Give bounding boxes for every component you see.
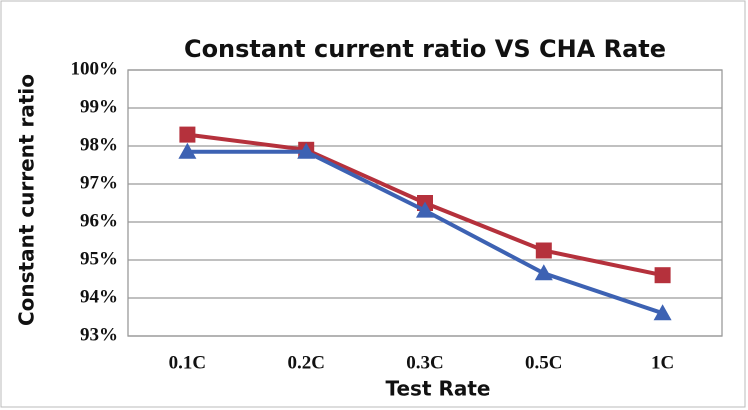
y-tick-label: 100%: [71, 58, 119, 79]
y-tick-label: 96%: [80, 210, 118, 231]
x-tick-label: 0.2C: [287, 352, 324, 373]
y-tick-label: 94%: [80, 286, 118, 307]
x-axis-label: Test Rate: [386, 377, 491, 401]
marker: [179, 126, 196, 143]
y-tick-label: 98%: [80, 134, 118, 155]
y-tick-label: 93%: [80, 324, 118, 345]
x-tick-label: 0.5C: [525, 352, 562, 373]
marker: [534, 264, 553, 281]
marker: [416, 201, 434, 218]
x-tick-label: 1C: [651, 352, 674, 373]
marker: [178, 142, 197, 159]
y-axis-label: Constant current ratio: [15, 74, 39, 326]
y-tick-label: 97%: [80, 172, 118, 193]
marker: [654, 267, 671, 284]
chart-title: Constant current ratio VS CHA Rate: [184, 35, 666, 63]
marker: [535, 242, 552, 259]
y-tick-label: 99%: [80, 96, 118, 117]
marker: [297, 142, 316, 159]
x-tick-label: 0.1C: [169, 352, 206, 373]
x-tick-label: 0.3C: [406, 352, 443, 373]
plot-border: [127, 69, 723, 337]
y-tick-label: 95%: [80, 248, 118, 269]
marker: [653, 304, 672, 321]
